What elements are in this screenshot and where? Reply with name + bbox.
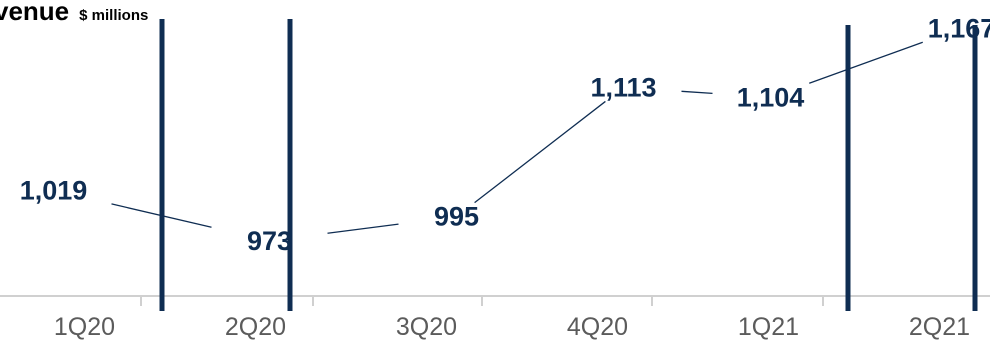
- leader-line: [474, 100, 606, 204]
- data-label: 995: [434, 202, 479, 232]
- chart-title-unit: $ millions: [79, 7, 148, 24]
- x-axis: [0, 295, 990, 306]
- chart-title: venue $ millions: [0, 0, 148, 26]
- leader-line: [809, 41, 923, 84]
- data-label: 1,167: [928, 13, 990, 43]
- leader-line: [681, 90, 713, 95]
- data-labels: 1,019 973 995 1,113 1,104 1,167: [20, 13, 990, 255]
- data-label: 1,019: [20, 175, 88, 205]
- leader-line: [327, 223, 399, 234]
- x-tick-labels: 1Q20 2Q20 3Q20 4Q20 1Q21 2Q21: [54, 313, 970, 341]
- x-tick-label: 3Q20: [396, 313, 457, 341]
- svg-text:venue $ millions: venue $ millions: [0, 0, 148, 26]
- x-tick-label: 1Q20: [54, 313, 115, 341]
- x-tick-label: 4Q20: [567, 313, 628, 341]
- data-label: 973: [247, 226, 292, 256]
- leader-line: [111, 203, 212, 228]
- data-label: 1,113: [590, 72, 656, 102]
- x-tick-label: 2Q21: [909, 313, 970, 341]
- leader-lines: [111, 41, 923, 234]
- x-tick-label: 1Q21: [738, 313, 799, 341]
- chart-title-text: venue: [0, 0, 69, 26]
- x-tick-label: 2Q20: [225, 313, 286, 341]
- data-label: 1,104: [737, 82, 805, 112]
- period-dividers: [159, 19, 978, 311]
